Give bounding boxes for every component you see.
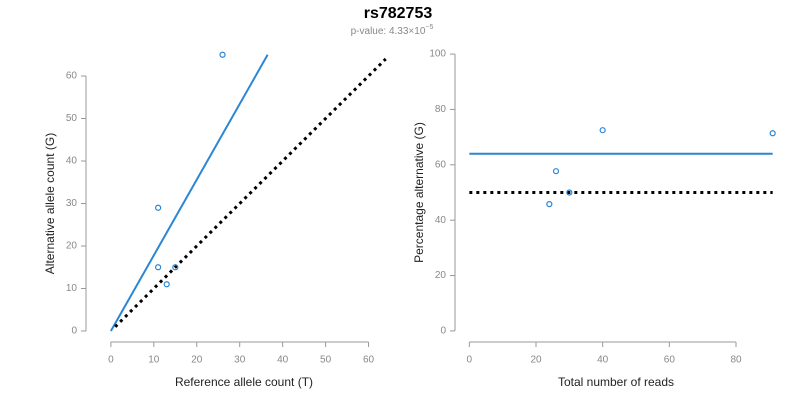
data-point [599, 127, 606, 134]
x-axis-label: Reference allele count (T) [175, 375, 313, 389]
y-axis-label: Percentage alternative (G) [412, 122, 426, 263]
subtitle-text: p-value: 4.33×10 [351, 26, 426, 37]
y-tick-label: 100 [429, 49, 446, 60]
fit-line [114, 57, 387, 328]
x-axis-label: Total number of reads [558, 375, 674, 389]
fit-line [110, 54, 269, 332]
x-tick-label: 50 [320, 355, 332, 366]
x-tick-label: 60 [664, 355, 676, 366]
y-axis-label: Alternative allele count (G) [43, 133, 57, 274]
data-point [546, 201, 553, 208]
y-tick-label: 40 [435, 215, 447, 226]
y-tick-label: 40 [66, 156, 78, 167]
data-point [163, 281, 170, 288]
data-point [566, 189, 573, 196]
data-point [155, 264, 162, 271]
x-tick-label: 30 [234, 355, 246, 366]
x-tick-label: 0 [467, 355, 473, 366]
data-point [552, 168, 560, 175]
x-tick-label: 40 [277, 355, 289, 366]
x-tick-label: 80 [730, 355, 742, 366]
x-tick-label: 0 [108, 355, 114, 366]
x-tick-label: 20 [191, 355, 203, 366]
x-tick-label: 40 [597, 355, 609, 366]
y-tick-label: 50 [66, 113, 78, 124]
y-tick-label: 10 [66, 283, 78, 294]
y-tick-label: 20 [66, 241, 78, 252]
y-tick-label: 60 [435, 159, 447, 170]
y-tick-label: 60 [66, 71, 78, 82]
subtitle-exponent: −5 [425, 24, 433, 31]
data-point [172, 264, 179, 271]
data-point [155, 204, 162, 211]
y-tick-label: 0 [440, 326, 446, 337]
y-tick-label: 0 [71, 326, 77, 337]
chart-subtitle: p-value: 4.33×10−5 [351, 24, 434, 37]
y-tick-label: 80 [435, 104, 447, 115]
x-tick-label: 60 [363, 355, 375, 366]
y-tick-label: 20 [435, 270, 447, 281]
chart-title: rs782753 [364, 5, 433, 22]
x-tick-label: 20 [530, 355, 542, 366]
data-point [219, 51, 226, 58]
y-tick-label: 30 [66, 198, 78, 209]
x-tick-label: 10 [148, 355, 160, 366]
data-point [769, 130, 776, 137]
